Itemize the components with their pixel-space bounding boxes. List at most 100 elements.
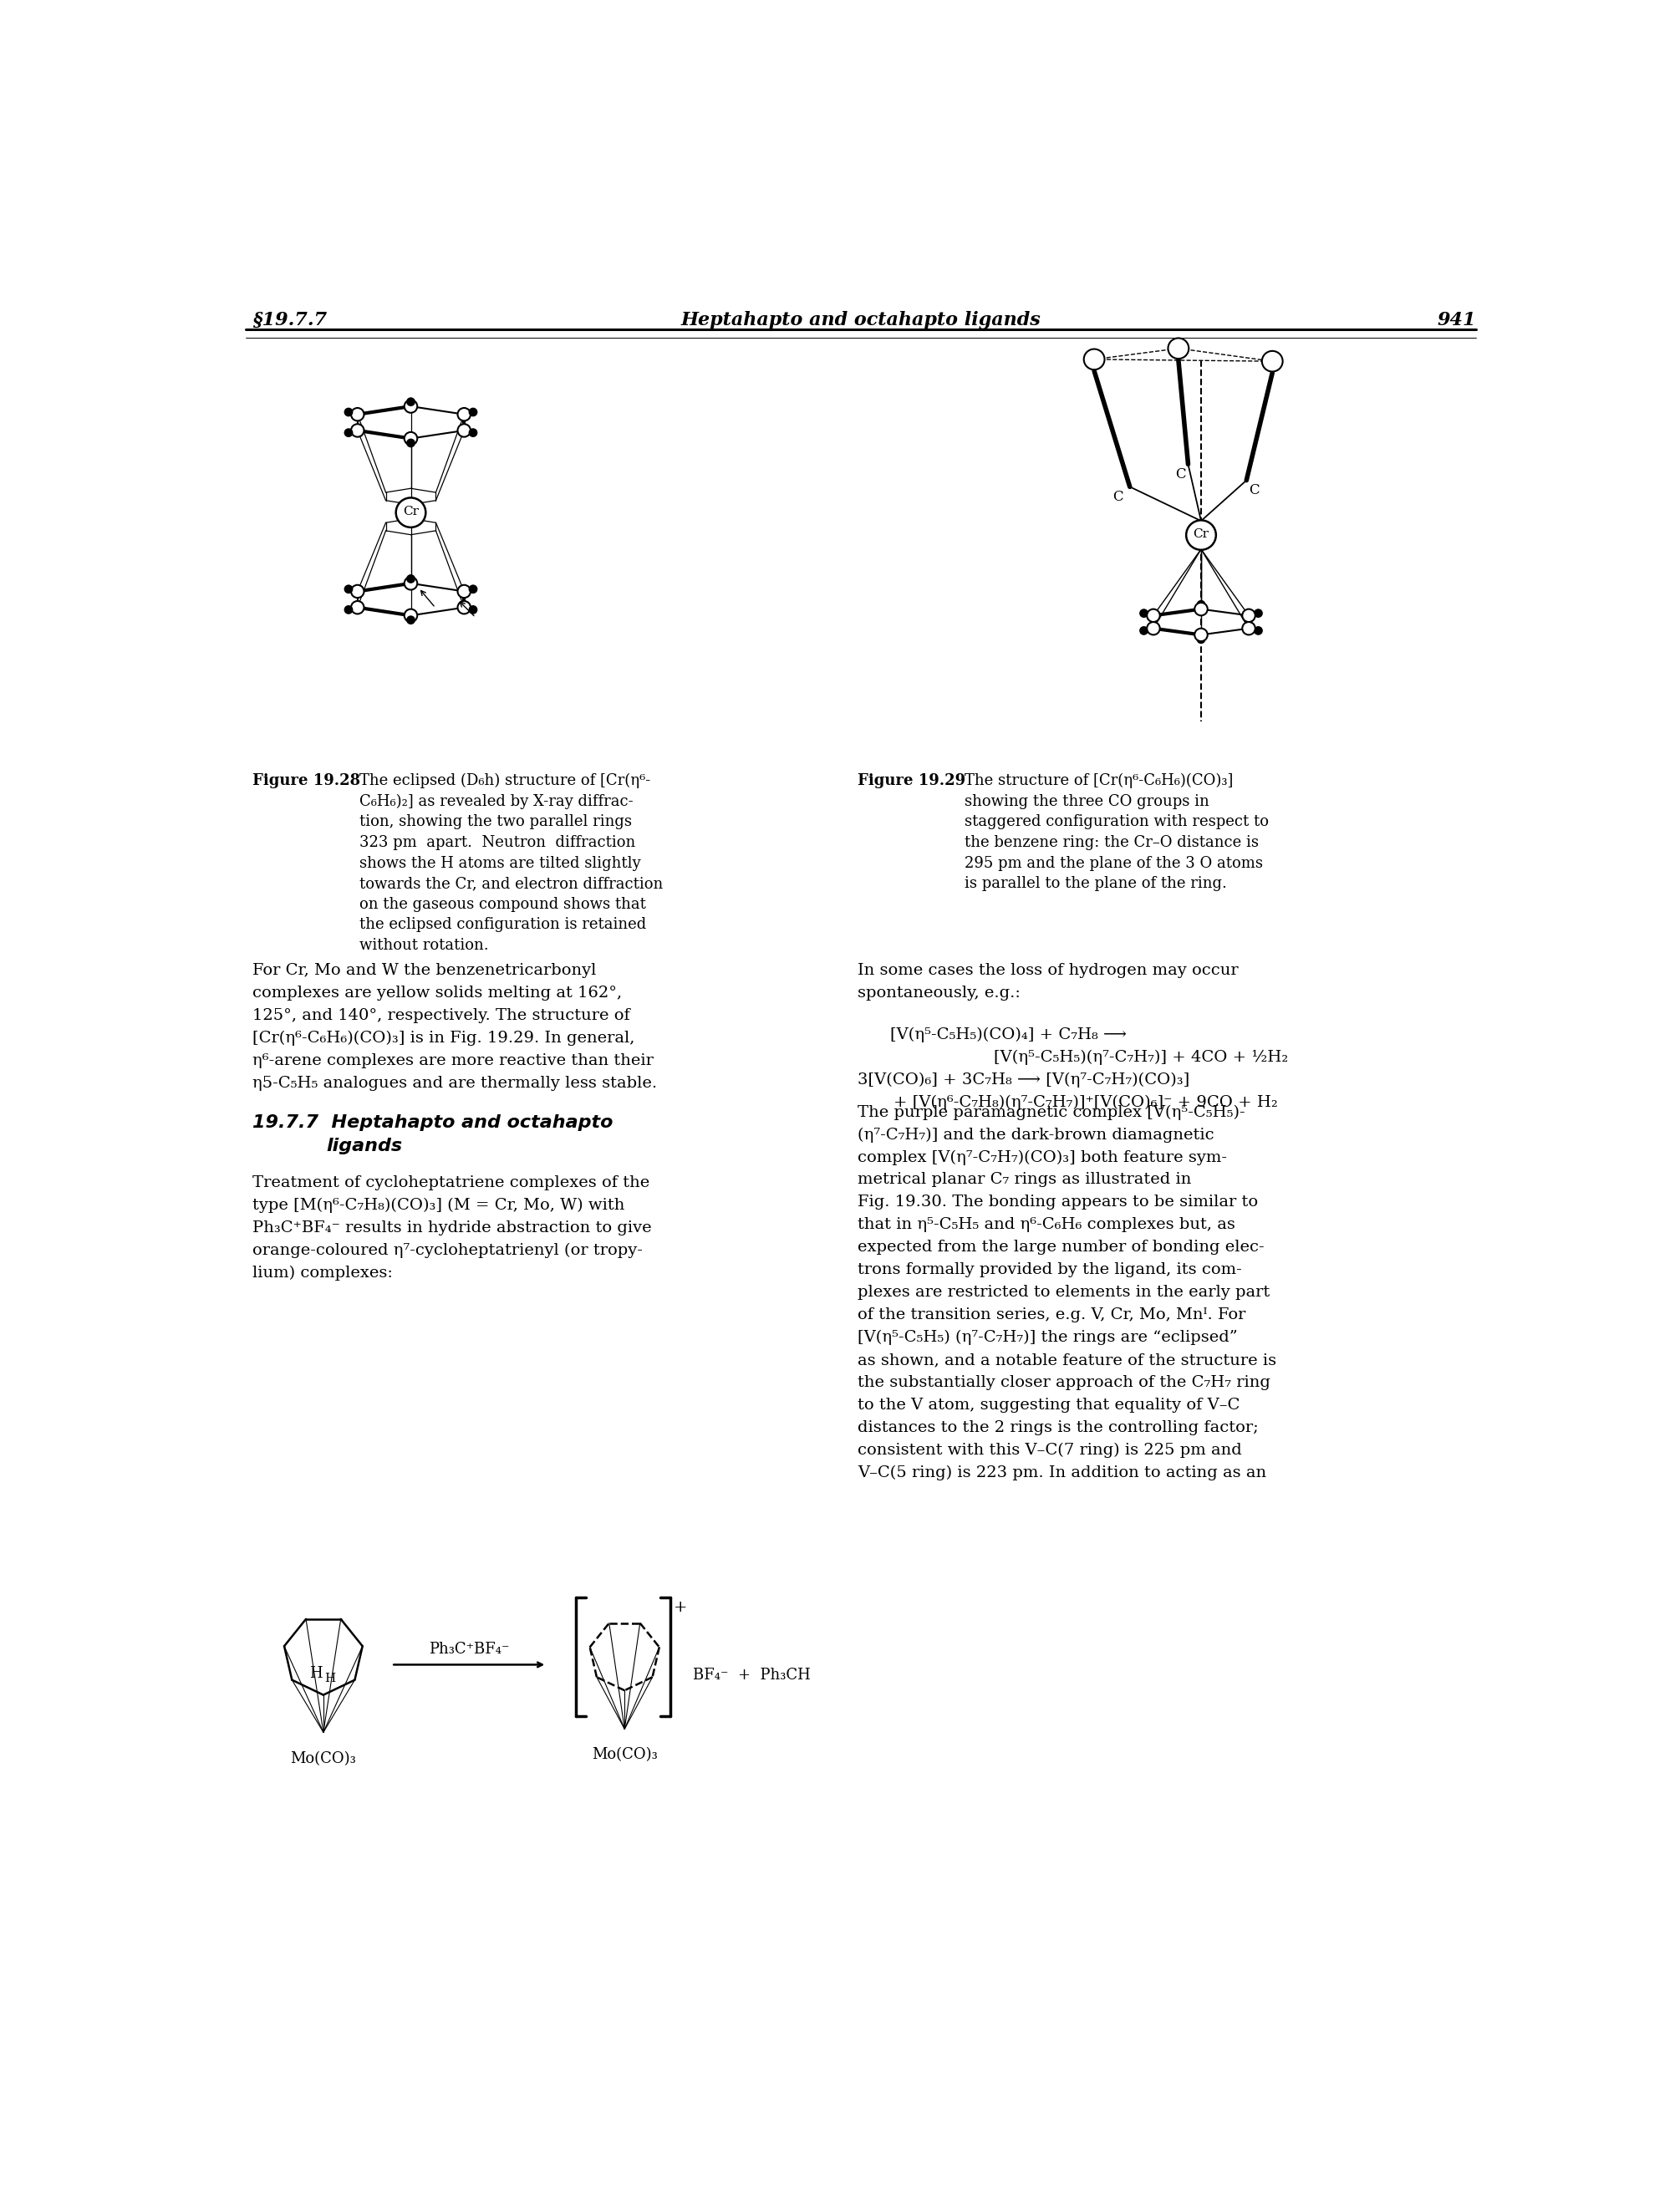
Text: showing the three CO groups in: showing the three CO groups in (964, 794, 1210, 810)
Circle shape (351, 408, 365, 421)
Circle shape (1084, 349, 1104, 371)
Text: as shown, and a notable feature of the structure is: as shown, and a notable feature of the s… (858, 1352, 1277, 1368)
Circle shape (405, 432, 417, 446)
Circle shape (469, 408, 477, 417)
Circle shape (469, 428, 477, 437)
Circle shape (407, 615, 415, 624)
Circle shape (405, 609, 417, 622)
Text: staggered configuration with respect to: staggered configuration with respect to (964, 814, 1268, 829)
Circle shape (1196, 600, 1206, 609)
Text: [V(η⁵-C₅H₅)(CO)₄] + C₇H₈ ⟶: [V(η⁵-C₅H₅)(CO)₄] + C₇H₈ ⟶ (890, 1028, 1127, 1043)
Circle shape (351, 585, 365, 598)
Circle shape (1168, 338, 1189, 360)
Text: plexes are restricted to elements in the early part: plexes are restricted to elements in the… (858, 1284, 1270, 1299)
Circle shape (1194, 629, 1208, 642)
Circle shape (1147, 609, 1159, 622)
Text: The structure of [Cr(η⁶-C₆H₆)(CO)₃]: The structure of [Cr(η⁶-C₆H₆)(CO)₃] (964, 774, 1233, 788)
Circle shape (1186, 521, 1216, 549)
Text: spontaneously, e.g.:: spontaneously, e.g.: (858, 986, 1021, 1002)
Text: C₆H₆)₂] as revealed by X-ray diffrac-: C₆H₆)₂] as revealed by X-ray diffrac- (360, 794, 633, 810)
Text: type [M(η⁶-C₇H₈)(CO)₃] (M = Cr, Mo, W) with: type [M(η⁶-C₇H₈)(CO)₃] (M = Cr, Mo, W) w… (252, 1198, 625, 1213)
Text: (η⁷-C₇H₇)] and the dark-brown diamagnetic: (η⁷-C₇H₇)] and the dark-brown diamagneti… (858, 1127, 1215, 1143)
Circle shape (457, 585, 470, 598)
Text: of the transition series, e.g. V, Cr, Mo, Mnᴵ. For: of the transition series, e.g. V, Cr, Mo… (858, 1308, 1247, 1321)
Circle shape (405, 578, 417, 589)
Text: 941: 941 (1438, 311, 1477, 329)
Text: complex [V(η⁷-C₇H₇)(CO)₃] both feature sym-: complex [V(η⁷-C₇H₇)(CO)₃] both feature s… (858, 1149, 1226, 1165)
Circle shape (407, 574, 415, 582)
Text: consistent with this V–C(7 ring) is 225 pm and: consistent with this V–C(7 ring) is 225 … (858, 1443, 1242, 1458)
Circle shape (469, 585, 477, 593)
Circle shape (1253, 609, 1263, 618)
Text: V–C(5 ring) is 223 pm. In addition to acting as an: V–C(5 ring) is 223 pm. In addition to ac… (858, 1465, 1267, 1480)
Text: tion, showing the two parallel rings: tion, showing the two parallel rings (360, 814, 632, 829)
Text: C: C (1174, 468, 1186, 481)
Text: η⁶-arene complexes are more reactive than their: η⁶-arene complexes are more reactive tha… (252, 1052, 654, 1068)
Text: lium) complexes:: lium) complexes: (252, 1266, 393, 1282)
Text: expected from the large number of bonding elec-: expected from the large number of bondin… (858, 1240, 1265, 1255)
Circle shape (1253, 627, 1263, 635)
Text: trons formally provided by the ligand, its com-: trons formally provided by the ligand, i… (858, 1262, 1242, 1277)
Circle shape (1147, 622, 1159, 635)
Circle shape (1194, 602, 1208, 615)
Text: [Cr(η⁶-C₆H₆)(CO)₃] is in Fig. 19.29. In general,: [Cr(η⁶-C₆H₆)(CO)₃] is in Fig. 19.29. In … (252, 1030, 635, 1046)
Circle shape (344, 585, 353, 593)
Text: H: H (309, 1666, 323, 1681)
Text: The purple paramagnetic complex [V(η⁵-C₅H₅)-: The purple paramagnetic complex [V(η⁵-C₅… (858, 1105, 1245, 1121)
Text: that in η⁵-C₅H₅ and η⁶-C₆H₆ complexes but, as: that in η⁵-C₅H₅ and η⁶-C₆H₆ complexes bu… (858, 1218, 1235, 1233)
Circle shape (396, 499, 425, 527)
Text: Fig. 19.30. The bonding appears to be similar to: Fig. 19.30. The bonding appears to be si… (858, 1196, 1258, 1209)
Circle shape (1139, 609, 1149, 618)
Text: Ph₃C⁺BF₄⁻ results in hydride abstraction to give: Ph₃C⁺BF₄⁻ results in hydride abstraction… (252, 1220, 652, 1235)
Circle shape (1262, 351, 1284, 371)
Text: [V(η⁵-C₅H₅) (η⁷-C₇H₇)] the rings are “eclipsed”: [V(η⁵-C₅H₅) (η⁷-C₇H₇)] the rings are “ec… (858, 1330, 1238, 1346)
Text: Ph₃C⁺BF₄⁻: Ph₃C⁺BF₄⁻ (428, 1641, 509, 1657)
Circle shape (457, 600, 470, 613)
Text: the benzene ring: the Cr–O distance is: the benzene ring: the Cr–O distance is (964, 836, 1258, 849)
Circle shape (405, 399, 417, 413)
Text: without rotation.: without rotation. (360, 938, 489, 953)
Text: Figure 19.29: Figure 19.29 (858, 774, 966, 788)
Text: Mo(CO)₃: Mo(CO)₃ (291, 1752, 356, 1767)
Text: Heptahapto and octahapto ligands: Heptahapto and octahapto ligands (680, 311, 1042, 329)
Text: the eclipsed configuration is retained: the eclipsed configuration is retained (360, 918, 645, 933)
Text: For Cr, Mo and W the benzenetricarbonyl: For Cr, Mo and W the benzenetricarbonyl (252, 964, 596, 977)
Text: Figure 19.28: Figure 19.28 (252, 774, 360, 788)
Text: η5-C₅H₅ analogues and are thermally less stable.: η5-C₅H₅ analogues and are thermally less… (252, 1077, 657, 1090)
Circle shape (351, 600, 365, 613)
Text: Mo(CO)₃: Mo(CO)₃ (591, 1747, 657, 1763)
Text: [V(η⁵-C₅H₅)(η⁷-C₇H₇)] + 4CO + ½H₂: [V(η⁵-C₅H₅)(η⁷-C₇H₇)] + 4CO + ½H₂ (995, 1050, 1289, 1065)
Text: Cr: Cr (1193, 529, 1210, 540)
Text: 3[V(CO)₆] + 3C₇H₈ ⟶ [V(η⁷-C₇H₇)(CO)₃]: 3[V(CO)₆] + 3C₇H₈ ⟶ [V(η⁷-C₇H₇)(CO)₃] (858, 1072, 1189, 1088)
Circle shape (1242, 609, 1255, 622)
Text: metrical planar C₇ rings as illustrated in: metrical planar C₇ rings as illustrated … (858, 1171, 1191, 1187)
Text: 19.7.7  Heptahapto and octahapto: 19.7.7 Heptahapto and octahapto (252, 1114, 613, 1132)
Circle shape (344, 428, 353, 437)
Circle shape (457, 424, 470, 437)
Text: BF₄⁻  +  Ph₃CH: BF₄⁻ + Ph₃CH (692, 1668, 810, 1683)
Text: + [V(η⁶-C₇H₈)(η⁷-C₇H₇)]⁺[V(CO)₆]⁻ + 9CO + H₂: + [V(η⁶-C₇H₈)(η⁷-C₇H₇)]⁺[V(CO)₆]⁻ + 9CO … (894, 1094, 1278, 1110)
Text: on the gaseous compound shows that: on the gaseous compound shows that (360, 898, 645, 911)
Circle shape (407, 439, 415, 448)
Text: C: C (1248, 483, 1260, 499)
Circle shape (407, 397, 415, 406)
Circle shape (1242, 622, 1255, 635)
Text: C: C (1112, 490, 1124, 505)
Circle shape (344, 408, 353, 417)
Text: complexes are yellow solids melting at 162°,: complexes are yellow solids melting at 1… (252, 986, 622, 1002)
Text: is parallel to the plane of the ring.: is parallel to the plane of the ring. (964, 876, 1226, 891)
Text: Cr: Cr (403, 505, 418, 518)
Text: The eclipsed (D₆h) structure of [Cr(η⁶-: The eclipsed (D₆h) structure of [Cr(η⁶- (360, 774, 650, 788)
Text: to the V atom, suggesting that equality of V–C: to the V atom, suggesting that equality … (858, 1399, 1240, 1412)
Circle shape (351, 424, 365, 437)
Text: +: + (674, 1599, 687, 1615)
Text: distances to the 2 rings is the controlling factor;: distances to the 2 rings is the controll… (858, 1421, 1258, 1436)
Text: towards the Cr, and electron diffraction: towards the Cr, and electron diffraction (360, 876, 662, 891)
Text: 323 pm  apart.  Neutron  diffraction: 323 pm apart. Neutron diffraction (360, 836, 635, 849)
Circle shape (457, 408, 470, 421)
Text: 295 pm and the plane of the 3 O atoms: 295 pm and the plane of the 3 O atoms (964, 856, 1263, 871)
Circle shape (1196, 635, 1206, 644)
Text: ligands: ligands (326, 1138, 403, 1154)
Circle shape (469, 604, 477, 613)
Circle shape (1139, 627, 1149, 635)
